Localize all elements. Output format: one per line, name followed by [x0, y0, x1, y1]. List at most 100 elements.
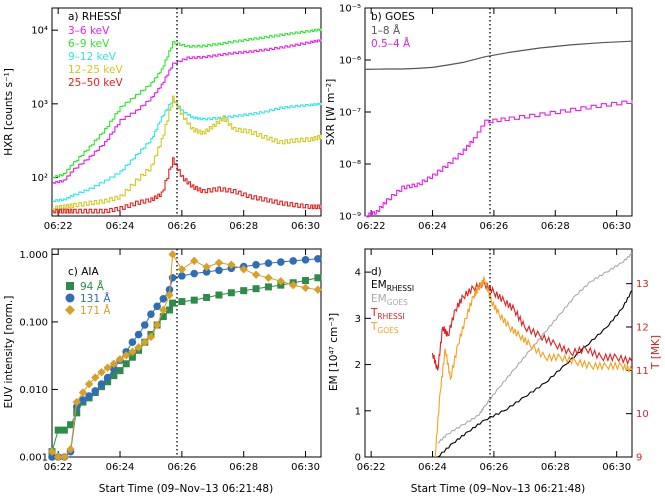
panel-a-frame: [51, 7, 322, 217]
series-t-goes: [434, 275, 633, 458]
series-131a-point: [264, 259, 273, 267]
series-171a-point: [47, 447, 57, 456]
legend-94a-marker: [66, 282, 74, 290]
legend-0.5-4a: 0.5–4 Å: [371, 37, 411, 50]
series-171a-point: [128, 347, 137, 357]
x-tick-label: 06:22: [44, 462, 73, 473]
series-94a-point: [128, 353, 136, 361]
series-171a-point: [72, 397, 81, 407]
series-94a-point: [110, 372, 118, 380]
panel-b-ylabel: SXR [W m⁻²]: [325, 79, 337, 145]
series-12-25kev: [52, 95, 322, 211]
series-171a-point: [134, 343, 143, 352]
series-171a-point: [84, 379, 94, 389]
series-131a-point: [168, 273, 177, 282]
series-94a-point: [302, 277, 310, 285]
series-1-8a: [364, 40, 633, 70]
legend-131a: 131 Å: [80, 292, 111, 305]
panel-c-ticks: 06:22 06:24 06:26 06:28 06:30 0.001 0.010 0.100…: [19, 249, 320, 473]
series-131a-point: [178, 272, 186, 280]
series-131a-point: [159, 294, 168, 303]
series-131a-point: [202, 268, 211, 276]
x-tick-label: 06:30: [291, 462, 320, 473]
legend-em-goes-main: EM: [371, 293, 387, 305]
x-tick-label: 06:28: [541, 462, 570, 473]
series-131a-point: [134, 330, 143, 339]
series-171a-point: [264, 273, 273, 282]
series-131a-point: [147, 310, 155, 319]
panel-d-em-temperature: 06:22 06:24 06:26 06:28 06:3001234910111213 …: [328, 248, 662, 473]
legend-t-goes-sub: GOES: [377, 326, 398, 335]
series-171a-point: [301, 283, 310, 292]
series-171a-point: [140, 338, 149, 347]
series-131a-point: [128, 338, 137, 347]
panel-a-ylabel: HXR [counts s⁻¹]: [3, 68, 15, 156]
series-131a-point: [277, 258, 285, 266]
legend-9-12kev: 9–12 keV: [68, 51, 117, 63]
legend-171a: 171 Å: [80, 304, 111, 317]
legend-em-goes: EMGOES: [371, 293, 408, 307]
series-94a-point: [159, 313, 167, 321]
panel-b-label: b) GOES: [371, 11, 415, 23]
series-6-9kev: [52, 28, 322, 179]
series-171a-point: [91, 373, 100, 382]
series-131a-point: [79, 396, 87, 404]
series-171a-point: [109, 359, 119, 368]
legend-em-goes-sub: GOES: [387, 298, 408, 307]
series-94a-point: [165, 306, 173, 314]
series-171a-point: [165, 290, 174, 300]
series-94a-point: [60, 426, 68, 434]
series-171a-point: [202, 262, 211, 272]
series-171a-point: [122, 351, 131, 360]
series-171a-point: [288, 280, 298, 290]
series-em-goes: [437, 253, 633, 444]
x-tick-label: 06:24: [418, 221, 447, 232]
panel-c-aia: 06:22 06:24 06:26 06:28 06:30 0.001 0.010 0.100…: [3, 248, 323, 473]
series-171a-point: [276, 277, 286, 286]
legend-em-rhessi-sub: RHESSI: [387, 284, 414, 293]
series-171a-point: [159, 305, 168, 315]
y-tick-label: 10⁻⁵: [339, 4, 361, 15]
y-tick-label: 10³: [31, 99, 48, 110]
series-94a-point: [215, 291, 223, 299]
legend-t-rhessi: TRHESSI: [370, 307, 405, 321]
panel-d-ylabel-right: T [MK]: [650, 335, 662, 370]
series-171a-point: [152, 320, 162, 330]
legend-25-50kev: 25–50 keV: [68, 77, 123, 89]
panel-d-label: d): [371, 266, 382, 278]
series-94a-point: [54, 426, 62, 434]
series-94a-point: [264, 283, 272, 291]
panel-a-series: [52, 28, 322, 214]
legend-3-6kev: 3–6 keV: [68, 25, 110, 37]
x-tick-label: 06:26: [479, 462, 508, 473]
x-tick-label: 06:26: [479, 221, 508, 232]
series-171a-point: [190, 256, 199, 266]
y-tick-label: 10⁻⁷: [339, 108, 361, 119]
legend-131a-marker: [65, 293, 75, 303]
x-tick-label: 06:24: [418, 462, 447, 473]
y-tick-label: 1: [355, 406, 361, 417]
panel-d-frame: [364, 248, 633, 458]
series-94a-point: [116, 367, 124, 375]
y-tick-label: 0.001: [19, 453, 48, 464]
y-tick-label: 0: [355, 453, 361, 464]
y-tick-label: 0.010: [19, 385, 48, 396]
series-131a-point: [190, 269, 199, 278]
series-3-6kev: [52, 39, 322, 184]
y-tick-label: 4: [355, 268, 361, 279]
x-tick-label: 06:22: [357, 462, 386, 473]
series-131a-point: [85, 392, 93, 400]
series-94a-point: [169, 299, 177, 307]
y-tick-label: 3: [355, 314, 361, 325]
legend-t-goes: TGOES: [370, 321, 399, 335]
y-tick-label: 10⁻⁸: [339, 160, 361, 171]
panel-c-series: [47, 250, 323, 462]
panel-a-rhessi: 06:22 06:24 06:26 06:28 06:30 10² 10³ 10⁴ a) RH…: [3, 7, 322, 232]
y-tick-label: 13: [636, 279, 649, 290]
series-94a-point: [240, 287, 248, 295]
legend-em-rhessi-main: EM: [371, 279, 387, 291]
series-171a-point: [60, 452, 69, 462]
x-tick-label: 06:24: [106, 462, 135, 473]
x-tick-label: 06:22: [44, 221, 73, 232]
